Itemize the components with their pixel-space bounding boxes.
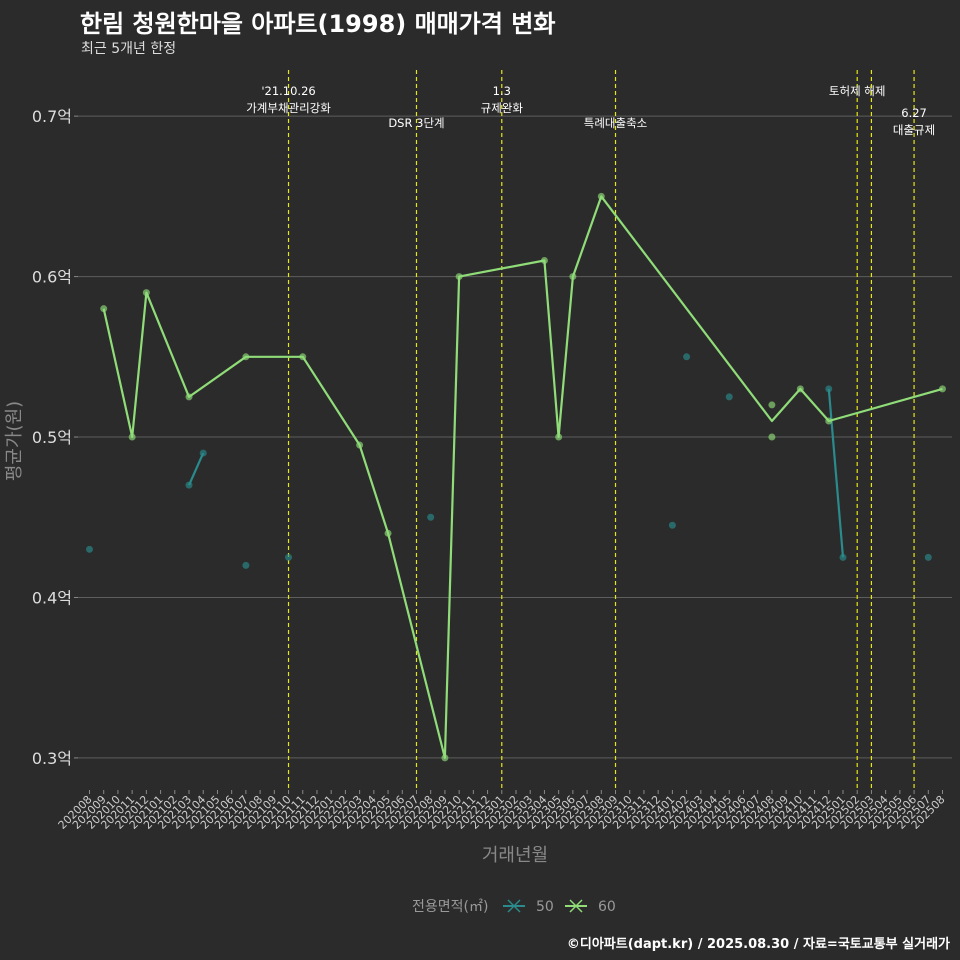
series-60-point bbox=[384, 529, 392, 537]
series-50-point bbox=[839, 553, 847, 561]
chart-title: 한림 청원한마을 아파트(1998) 매매가격 변화 bbox=[80, 10, 556, 38]
series-50-line bbox=[187, 452, 205, 486]
series-50-point bbox=[725, 393, 733, 401]
series-60-point bbox=[100, 305, 108, 313]
event-label: DSR 3단계 bbox=[388, 116, 444, 130]
legend-key-mark bbox=[507, 899, 521, 913]
y-axis-title: 평균가(원) bbox=[4, 401, 25, 481]
event-label: 가계부채관리강화 bbox=[246, 101, 331, 115]
axis-layer: 0.3억0.4억0.5억0.6억0.7억20200820200920201020… bbox=[32, 107, 948, 832]
legend: 전용면적(㎡) 50 60 bbox=[412, 899, 616, 915]
series-50-point bbox=[185, 481, 193, 489]
series-60-point bbox=[142, 289, 150, 297]
event-label: 대출규제 bbox=[893, 123, 935, 137]
y-tick-label: 0.5억 bbox=[32, 428, 72, 447]
y-tick-label: 0.3억 bbox=[32, 749, 72, 768]
series-50-point bbox=[86, 545, 93, 553]
legend-label: 60 bbox=[598, 899, 616, 915]
chart-subtitle: 최근 5개년 한정 bbox=[81, 41, 177, 57]
event-label: 규제완화 bbox=[481, 101, 524, 115]
series-60-point bbox=[768, 401, 776, 409]
y-tick-label: 0.6억 bbox=[32, 268, 72, 287]
y-tick-label: 0.4억 bbox=[32, 588, 72, 607]
legend-title: 전용면적(㎡) bbox=[412, 899, 488, 915]
series-60-point bbox=[356, 441, 364, 449]
event-label: 6.27 bbox=[901, 106, 927, 120]
series-layer bbox=[86, 192, 946, 762]
event-label: 1.3 bbox=[493, 84, 511, 98]
event-label: 특례대출축소 bbox=[584, 116, 647, 130]
legend-label: 50 bbox=[536, 899, 554, 915]
series-50-point bbox=[668, 521, 676, 529]
series-60-point bbox=[796, 385, 804, 393]
legend-items: 50 60 bbox=[503, 899, 616, 915]
series-50-point bbox=[199, 449, 207, 457]
series-60-point bbox=[441, 754, 449, 762]
series-50-point bbox=[825, 385, 833, 393]
y-tick-label: 0.7억 bbox=[32, 107, 72, 126]
event-label: 토허제 해제 bbox=[829, 84, 886, 98]
chart-caption: ©디아파트(dapt.kr) / 2025.08.30 / 자료=국토교통부 실… bbox=[566, 937, 950, 952]
series-50-point bbox=[683, 353, 691, 361]
grid-layer bbox=[78, 115, 952, 759]
series-60-point bbox=[185, 393, 193, 401]
series-50-point bbox=[924, 553, 932, 561]
series-60-point bbox=[540, 257, 548, 265]
event-label: '21.10.26 bbox=[261, 84, 315, 98]
series-60-point bbox=[455, 273, 463, 281]
series-50-line bbox=[827, 388, 845, 558]
series-50-point bbox=[285, 553, 293, 561]
series-60-point bbox=[569, 273, 577, 281]
series-60-point bbox=[242, 353, 250, 361]
series-60-point bbox=[299, 353, 307, 361]
series-60-point bbox=[768, 433, 776, 441]
series-60-point bbox=[555, 433, 563, 441]
series-50-point bbox=[427, 513, 435, 521]
x-axis-title: 거래년월 bbox=[482, 845, 548, 866]
series-60-point bbox=[825, 417, 833, 425]
series-60-point bbox=[939, 385, 946, 393]
series-60-point bbox=[597, 192, 605, 200]
series-50-point bbox=[242, 561, 250, 569]
legend-key-mark bbox=[569, 899, 583, 913]
series-60-line bbox=[102, 195, 943, 759]
series-60-point bbox=[128, 433, 136, 441]
